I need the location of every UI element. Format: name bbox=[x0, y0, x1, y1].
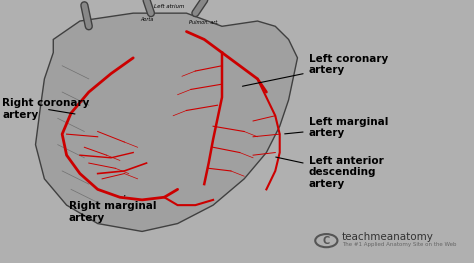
Text: Left marginal
artery: Left marginal artery bbox=[285, 117, 388, 138]
Text: teachmeanatomy: teachmeanatomy bbox=[342, 232, 434, 242]
Text: The #1 Applied Anatomy Site on the Web: The #1 Applied Anatomy Site on the Web bbox=[342, 242, 456, 247]
Text: Right coronary
artery: Right coronary artery bbox=[2, 98, 90, 120]
Text: Left anterior
descending
artery: Left anterior descending artery bbox=[276, 156, 383, 189]
Polygon shape bbox=[36, 13, 298, 231]
Text: Pulmon. art.: Pulmon. art. bbox=[189, 20, 219, 25]
Text: Left atrium: Left atrium bbox=[154, 4, 184, 9]
Text: Left coronary
artery: Left coronary artery bbox=[243, 54, 388, 86]
Text: Right marginal
artery: Right marginal artery bbox=[69, 195, 156, 222]
Text: C: C bbox=[323, 236, 330, 246]
Text: Aorta: Aorta bbox=[140, 17, 153, 22]
